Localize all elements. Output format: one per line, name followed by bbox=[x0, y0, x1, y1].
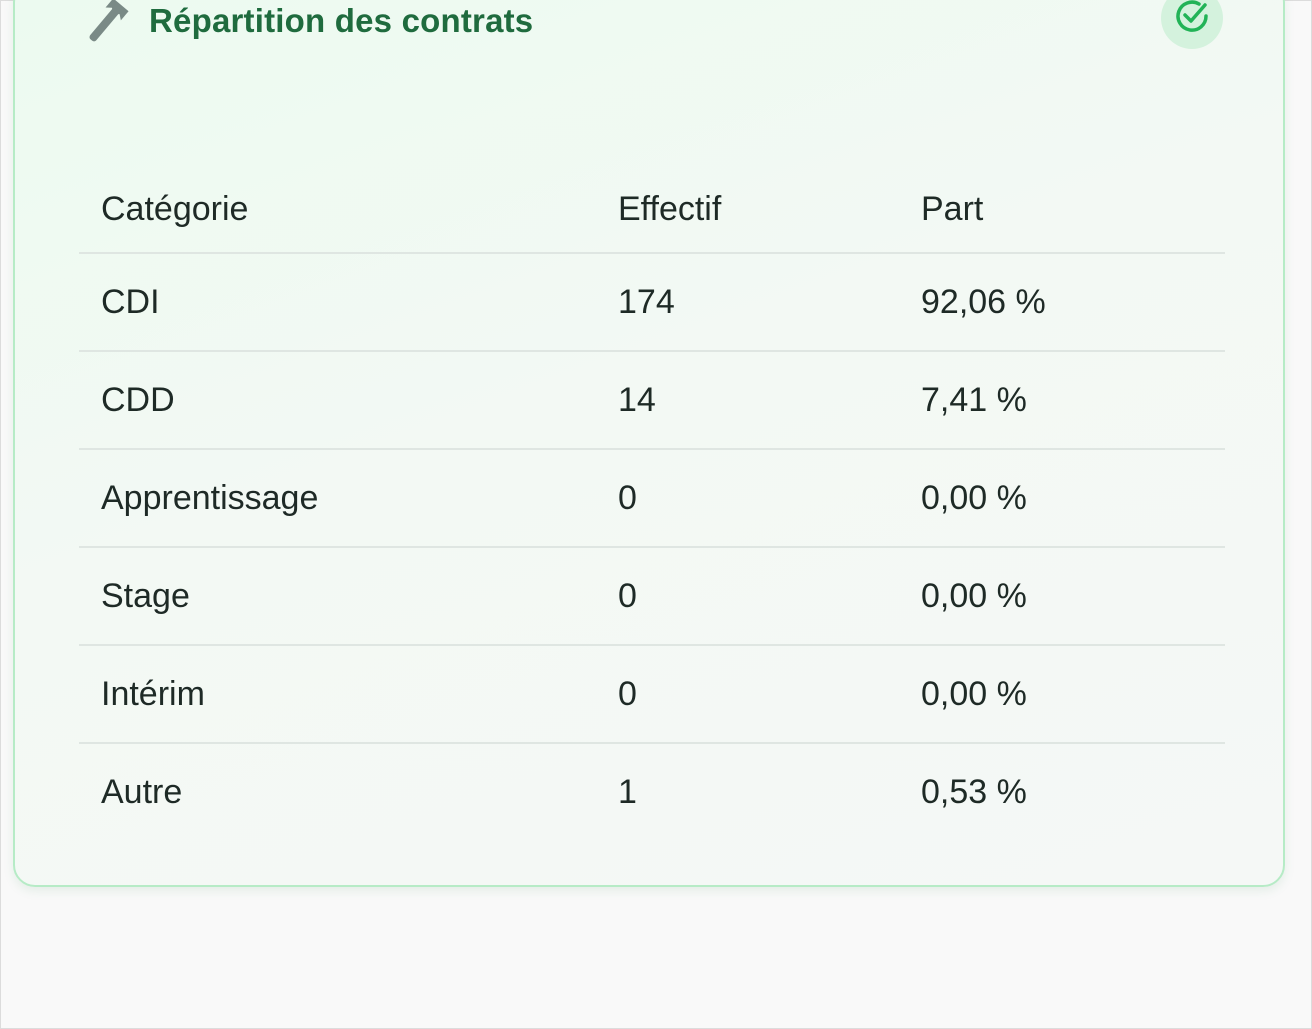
table-row: CDD 14 7,41 % bbox=[79, 351, 1225, 450]
cell-share: 0,00 % bbox=[899, 645, 1225, 744]
cell-share: 92,06 % bbox=[899, 253, 1225, 352]
check-circle-icon bbox=[1173, 0, 1211, 40]
cell-headcount: 0 bbox=[596, 645, 899, 744]
cell-category: Autre bbox=[101, 773, 183, 811]
cell-headcount: 174 bbox=[596, 253, 899, 352]
cell-headcount: 0 bbox=[596, 547, 899, 646]
cell-category: CDI bbox=[79, 253, 596, 352]
header-headcount: Effectif bbox=[596, 163, 899, 254]
contracts-card: Répartition des contrats Catégorie Effec… bbox=[13, 0, 1285, 887]
cell-category: CDD bbox=[79, 351, 596, 450]
cell-share: 7,41 % bbox=[899, 351, 1225, 450]
cell-share: 0,53 % bbox=[921, 773, 1027, 811]
table-row: Stage 0 0,00 % bbox=[79, 547, 1225, 646]
table-row: Intérim 0 0,00 % bbox=[79, 645, 1225, 744]
cell-share: 0,00 % bbox=[899, 449, 1225, 548]
table-row: Autre 1 0,53 % bbox=[79, 743, 1225, 841]
header-category: Catégorie bbox=[79, 163, 596, 254]
table-row: Apprentissage 0 0,00 % bbox=[79, 449, 1225, 548]
cell-category: Apprentissage bbox=[79, 449, 596, 548]
wrench-icon bbox=[79, 0, 133, 43]
cell-share: 0,00 % bbox=[899, 547, 1225, 646]
table-header-row: Catégorie Effectif Part bbox=[79, 163, 1225, 254]
cell-category: Stage bbox=[79, 547, 596, 646]
card-header: Répartition des contrats bbox=[79, 0, 533, 43]
cell-headcount: 0 bbox=[596, 449, 899, 548]
cell-headcount: 14 bbox=[596, 351, 899, 450]
status-badge bbox=[1161, 0, 1223, 49]
card-title: Répartition des contrats bbox=[149, 2, 534, 39]
header-share: Part bbox=[899, 163, 1225, 254]
cell-headcount: 1 bbox=[618, 773, 637, 811]
cell-category: Intérim bbox=[79, 645, 596, 744]
contracts-table: Catégorie Effectif Part CDI 174 92,06 % … bbox=[79, 163, 1225, 841]
table-row: CDI 174 92,06 % bbox=[79, 253, 1225, 352]
